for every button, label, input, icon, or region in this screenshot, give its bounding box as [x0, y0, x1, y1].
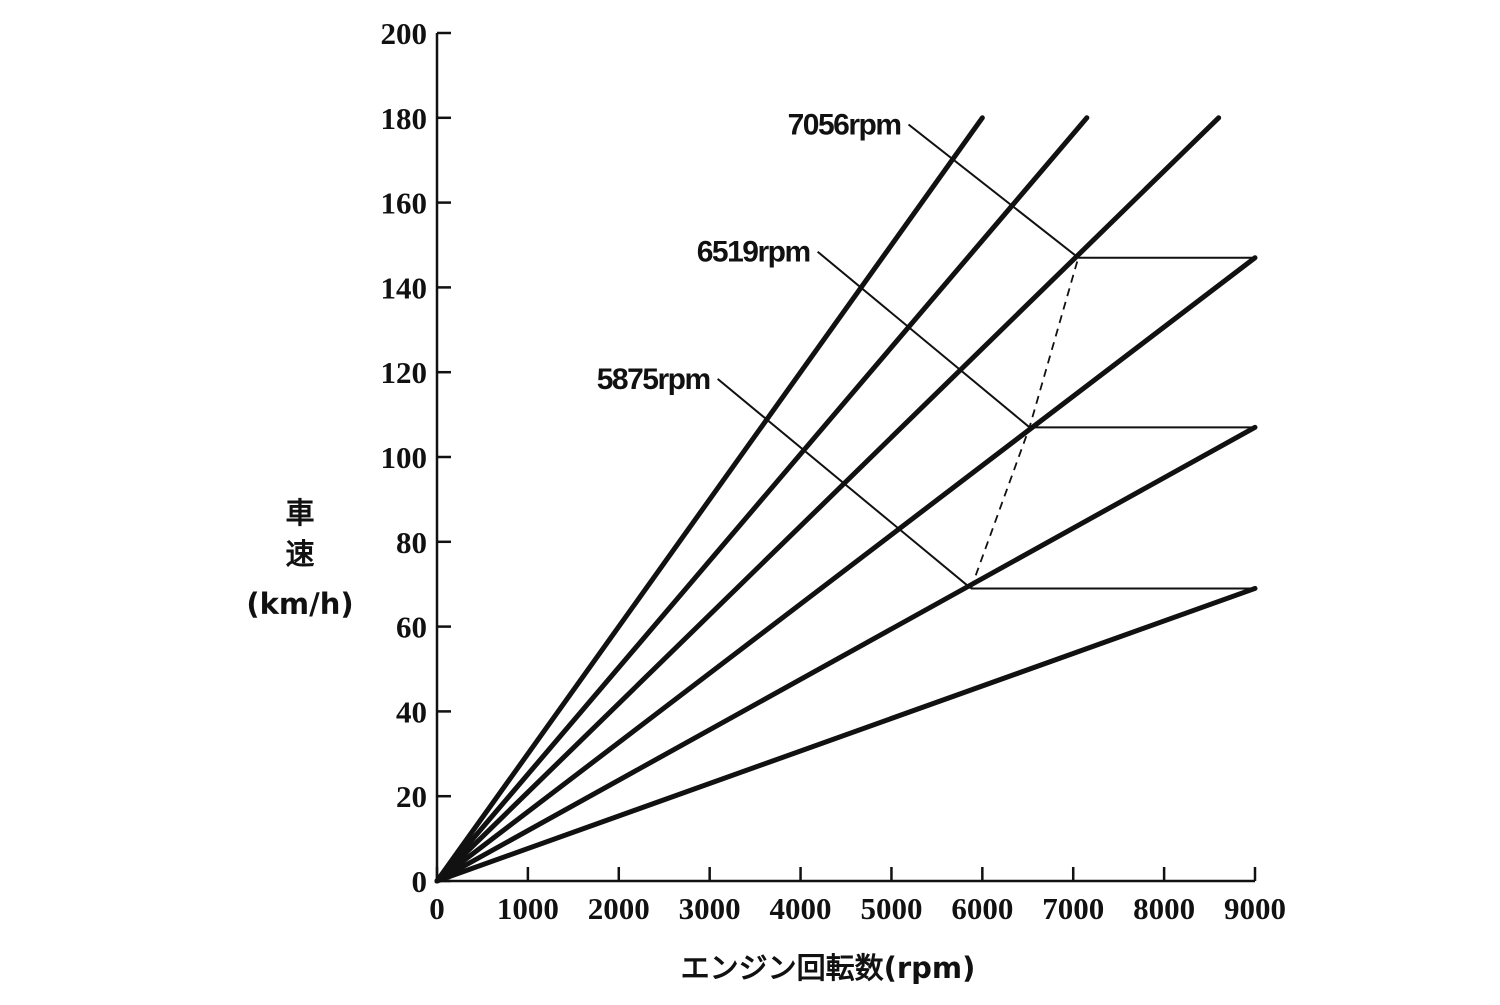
y-tick-label-140: 140	[381, 270, 428, 305]
y-tick-label-80: 80	[396, 525, 427, 560]
series-gear-6	[434, 115, 985, 884]
x-axis-title: エンジン回転数(rpm)	[681, 951, 976, 985]
series-gear-5	[434, 115, 1090, 884]
annotations: 7056rpm 6519rpm 5875rpm	[597, 109, 1079, 590]
annotation-leader-1	[817, 250, 1031, 429]
series-gear-1	[434, 585, 1258, 884]
x-tick-label-1000: 1000	[497, 891, 559, 926]
series-lines	[434, 115, 1258, 884]
annotation-label-2: 5875rpm	[597, 363, 710, 396]
y-axis-title-line-1: 車	[285, 496, 314, 530]
y-tick-label-200: 200	[381, 16, 428, 51]
y-tick-label-160: 160	[381, 186, 428, 221]
annotation-label-0: 7056rpm	[788, 109, 901, 142]
x-tick-label-8000: 8000	[1133, 891, 1195, 926]
series-gear-3	[434, 255, 1258, 884]
series-gear-4	[434, 115, 1222, 884]
x-tick-label-6000: 6000	[951, 891, 1013, 926]
x-tick-label-7000: 7000	[1042, 891, 1104, 926]
x-tick-label-5000: 5000	[860, 891, 922, 926]
y-tick-label-180: 180	[381, 101, 428, 136]
x-tick-label-3000: 3000	[679, 891, 741, 926]
y-tick-label-20: 20	[396, 779, 427, 814]
series-gear-2	[434, 424, 1258, 884]
y-tick-label-100: 100	[381, 440, 428, 475]
y-tick-label-0: 0	[412, 864, 428, 899]
y-axis-title-line-3: (km/h)	[246, 587, 353, 621]
x-tick-label-0: 0	[429, 891, 445, 926]
x-tick-label-9000: 9000	[1224, 891, 1286, 926]
y-tick-label-60: 60	[396, 610, 427, 645]
annotation-leader-2	[717, 378, 972, 590]
annotation-leader-0	[907, 123, 1079, 259]
y-tick-label-120: 120	[381, 355, 428, 390]
x-tick-label-2000: 2000	[588, 891, 650, 926]
y-axis-title-line-2: 速	[285, 537, 314, 571]
x-tick-label-4000: 4000	[770, 891, 832, 926]
annotation-label-1: 6519rpm	[697, 236, 810, 269]
y-tick-label-40: 40	[396, 694, 427, 729]
